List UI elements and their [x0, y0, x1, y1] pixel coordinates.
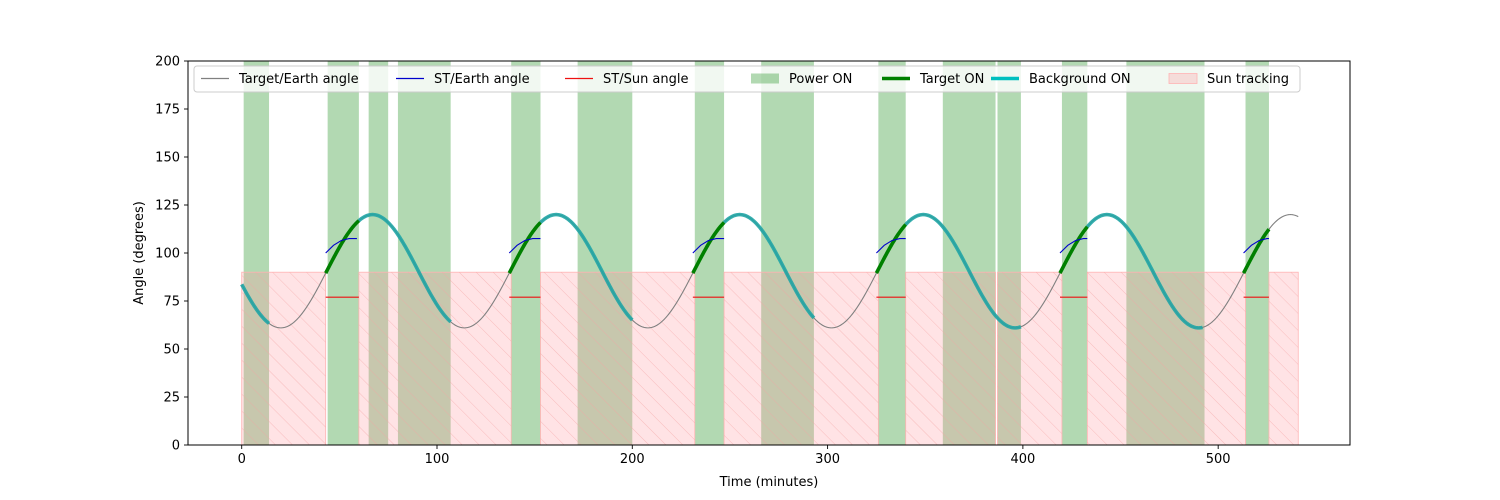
background-on-segment	[539, 212, 634, 322]
st-earth-angle-segment	[1243, 238, 1269, 254]
legend-handle	[751, 73, 779, 84]
y-tick-label: 200	[155, 55, 180, 70]
target-on-segment	[507, 221, 542, 274]
st-earth-angle-segment	[325, 238, 357, 254]
legend-box	[193, 65, 1301, 93]
target-on-segment	[874, 223, 908, 274]
target-on-segment	[1058, 225, 1089, 274]
legend-label: Target/Earth angle	[238, 72, 359, 87]
st-earth-angle-segment	[508, 238, 541, 254]
legend: Target/Earth angle ST/Earth angle ST/Sun a…	[193, 65, 1301, 93]
background-on-segment	[904, 212, 1022, 330]
sun-tracking-hatch	[1268, 272, 1299, 445]
x-tick-label: 200	[620, 452, 645, 467]
st-earth-angle-segment	[692, 238, 725, 254]
y-tick-label: 75	[163, 295, 180, 310]
x-tick-label: 300	[815, 452, 840, 467]
sun-tracking-hatch	[997, 272, 1062, 445]
y-tick-label: 50	[163, 343, 180, 358]
axis-ticks: 0 100 200 300 400 500 0 25 50 75 100 125 150 175 200	[155, 55, 1230, 468]
power-on-span	[1245, 61, 1269, 445]
background-on-segment	[722, 212, 816, 320]
x-tick-label: 100	[425, 452, 450, 467]
target-on-segment	[324, 219, 361, 274]
plot-area	[240, 61, 1299, 445]
legend-label: Background ON	[1029, 72, 1131, 87]
legend-label: ST/Sun angle	[603, 72, 689, 87]
x-tick-label: 0	[238, 452, 246, 467]
st-earth-angle-segment	[876, 238, 906, 254]
x-axis-label: Time (minutes)	[719, 475, 819, 490]
legend-handle	[1168, 73, 1198, 84]
st-earth-angle-segment	[1059, 238, 1088, 254]
legend-label: Power ON	[789, 72, 852, 87]
y-tick-label: 100	[155, 247, 180, 262]
sun-tracking-hatch	[1087, 272, 1246, 445]
sun-tracking-hatch	[358, 272, 512, 445]
background-on-segment	[1085, 212, 1203, 330]
power-on-span	[1061, 61, 1088, 445]
power-on-span	[694, 61, 725, 445]
background-on-segment	[240, 283, 271, 325]
legend-label: Target ON	[919, 72, 984, 87]
sun-tracking-hatch	[905, 272, 996, 445]
x-tick-label: 500	[1206, 452, 1231, 467]
x-tick-label: 400	[1010, 452, 1035, 467]
y-tick-label: 25	[163, 391, 180, 406]
power-on-span	[878, 61, 906, 445]
legend-label: ST/Earth angle	[434, 72, 530, 87]
background-on-segment	[357, 212, 452, 324]
power-on-span	[511, 61, 541, 445]
y-tick-label: 125	[155, 199, 180, 214]
legend-label: Sun tracking	[1207, 72, 1289, 87]
y-tick-label: 0	[172, 439, 180, 454]
power-on-span	[327, 61, 359, 445]
target-on-segment	[1241, 228, 1271, 274]
y-axis-label: Angle (degrees)	[132, 201, 147, 305]
y-tick-label: 175	[155, 103, 180, 118]
y-tick-label: 150	[155, 151, 180, 166]
sun-tracking-hatch	[241, 272, 326, 445]
target-on-segment	[691, 221, 726, 274]
